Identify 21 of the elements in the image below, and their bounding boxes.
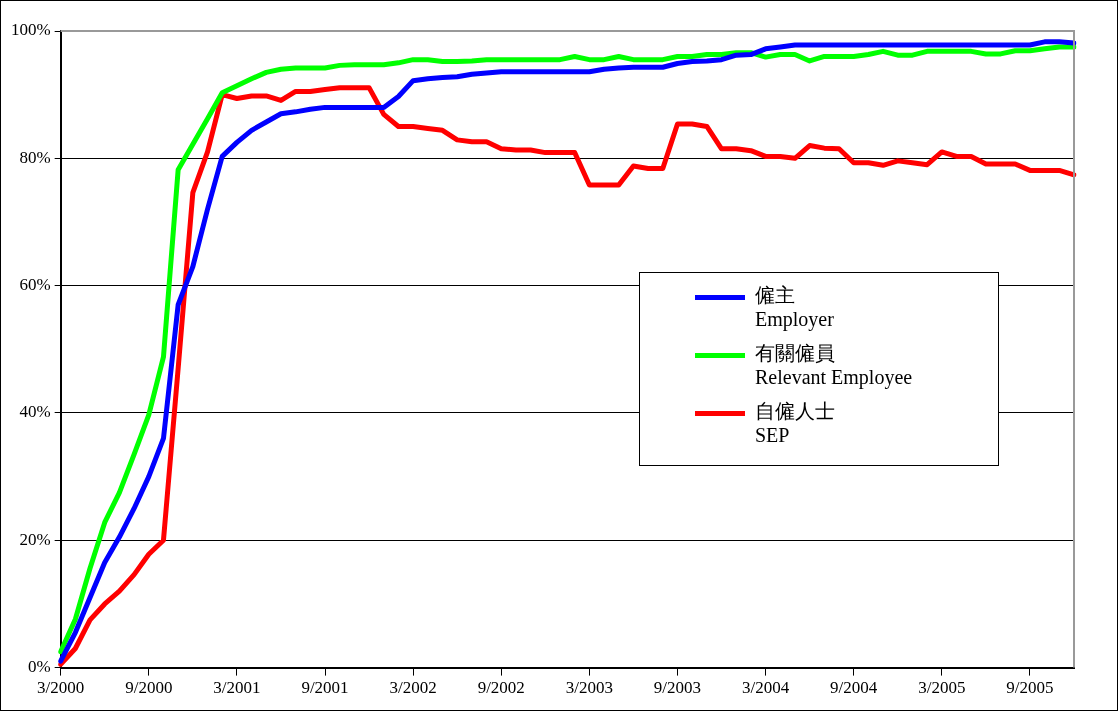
x-tick-label: 3/2001 [213, 678, 261, 698]
legend-label: 有關僱員 Relevant Employee [755, 341, 913, 390]
y-tick-label: 0% [27, 657, 51, 677]
x-tick-label: 9/2002 [477, 678, 525, 698]
x-tick-label: 9/2003 [653, 678, 702, 698]
x-tick-label: 3/2000 [37, 678, 85, 698]
x-tick-label: 3/2004 [741, 678, 790, 698]
x-tick-label: 3/2003 [565, 678, 613, 698]
y-tick-label: 40% [19, 402, 51, 422]
x-tick-label: 9/2000 [125, 678, 173, 698]
x-tick-label: 9/2005 [1006, 678, 1054, 698]
x-tick-label: 3/2002 [389, 678, 437, 698]
y-tick-label: 20% [19, 529, 51, 549]
y-tick-label: 80% [19, 147, 51, 167]
x-tick-label: 3/2005 [918, 678, 966, 698]
legend-label: 自僱人士 SEP [755, 399, 835, 448]
y-tick-label: 100% [10, 20, 51, 40]
y-tick-label: 60% [19, 275, 51, 295]
legend-label: 僱主 Employer [755, 283, 834, 332]
x-tick-label: 9/2001 [301, 678, 349, 698]
x-tick-label: 9/2004 [830, 678, 878, 698]
